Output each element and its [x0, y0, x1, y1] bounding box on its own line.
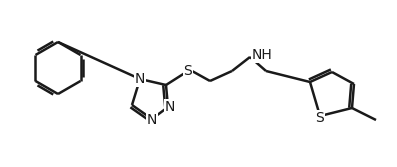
- Text: N: N: [135, 72, 145, 86]
- Text: S: S: [184, 64, 193, 78]
- Text: S: S: [316, 111, 324, 125]
- Text: NH: NH: [252, 48, 273, 62]
- Text: N: N: [165, 100, 175, 114]
- Text: N: N: [147, 113, 157, 127]
